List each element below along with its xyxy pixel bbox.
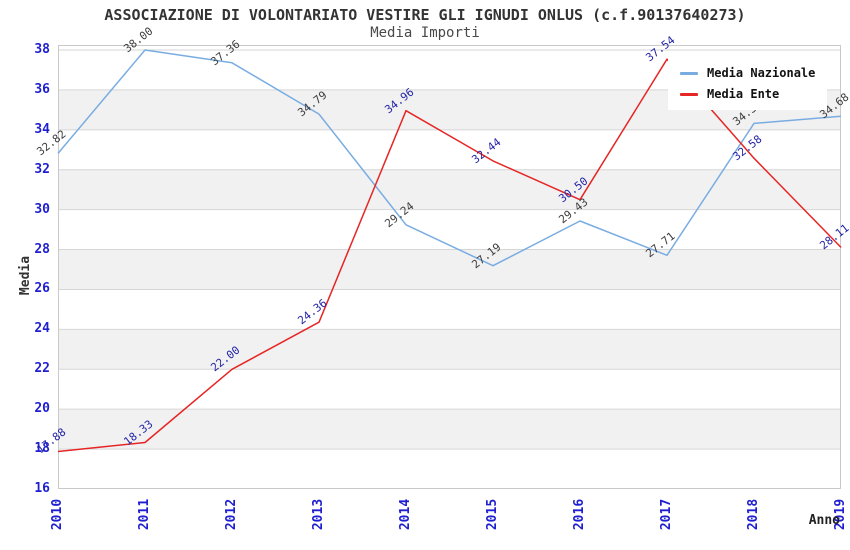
chart-subtitle: Media Importi [370, 25, 480, 41]
x-tick-label: 2013 [311, 498, 327, 531]
x-tick-label: 2010 [50, 498, 66, 531]
legend-item-media-nazionale: Media Nazionale [680, 64, 815, 82]
data-labels-layer: 32.82 38.00 37.36 34.79 29.24 27.19 29.43 27.71… [34, 24, 850, 457]
x-tick-label: 2011 [137, 498, 153, 531]
x-tick-label: 2012 [224, 498, 240, 531]
media-nazionale-line-swatch [680, 71, 698, 75]
y-tick-label: 34 [34, 121, 50, 137]
y-tick-label: 18 [34, 441, 50, 457]
legend-label-media-ente: Media Ente [707, 87, 780, 101]
y-tick-label: 28 [34, 241, 50, 257]
y-tick-label: 36 [34, 81, 50, 97]
x-tick-label: 2014 [398, 498, 414, 531]
y-tick-label: 26 [34, 281, 50, 297]
legend: Media Nazionale Media Ente [668, 57, 828, 110]
y-tick-label: 30 [34, 201, 50, 217]
y-tick-label: 38 [34, 42, 50, 57]
legend-label-media-nazionale: Media Nazionale [707, 66, 816, 80]
y-tick-label: 16 [34, 481, 50, 496]
x-axis-title-text: Anno [808, 513, 840, 528]
chart-title: ASSOCIAZIONE DI VOLONTARIATO VESTIRE GLI… [104, 6, 746, 24]
y-tick-label: 20 [34, 401, 50, 417]
plot-area: 32.82 38.00 37.36 34.79 29.24 27.19 29.43 27.71… [34, 24, 850, 489]
x-tick-label: 2018 [746, 498, 762, 531]
line-chart [57, 45, 842, 489]
x-tick-label: 2017 [659, 498, 675, 531]
x-axis-title: Anno [809, 513, 840, 528]
y-tick-label: 22 [34, 361, 50, 377]
y-tick-label: 24 [34, 321, 50, 337]
media-ente-line-swatch [680, 92, 698, 96]
y-tick-label: 32 [34, 161, 50, 177]
legend-item-media-ente: Media Ente [680, 85, 815, 103]
x-tick-label: 2016 [572, 498, 588, 531]
x-tick-label: 2015 [485, 498, 501, 531]
